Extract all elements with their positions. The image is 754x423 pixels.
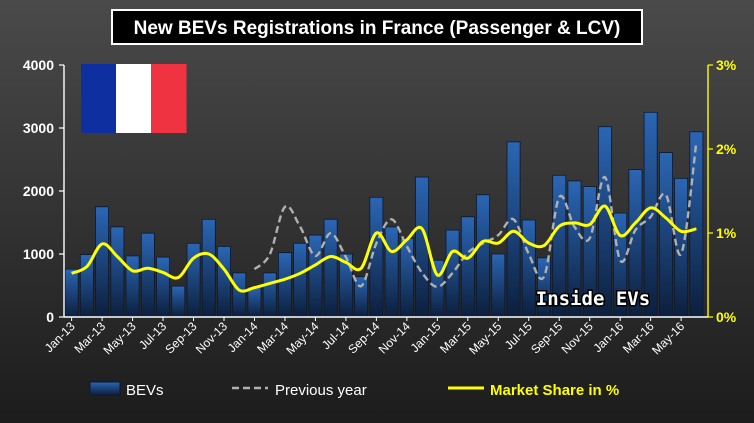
bar-Mar-15 bbox=[460, 216, 475, 318]
bar-May-14 bbox=[308, 234, 323, 318]
plot-area bbox=[64, 111, 704, 318]
previous-year-line bbox=[253, 141, 698, 289]
bar-May-13 bbox=[125, 255, 140, 318]
title-background bbox=[111, 9, 643, 45]
bar-Mar-14 bbox=[277, 252, 292, 318]
bar-Dec-14 bbox=[415, 176, 430, 318]
bar-Apr-16 bbox=[659, 152, 673, 318]
y2-tick-label: 2% bbox=[716, 141, 737, 157]
bar-Oct-13 bbox=[201, 218, 216, 318]
chart-title: New BEVs Registrations in France (Passen… bbox=[134, 18, 621, 39]
bar-Jun-13 bbox=[140, 232, 155, 318]
bar-Apr-14 bbox=[293, 242, 308, 318]
legend-swatch-bevs bbox=[89, 381, 121, 396]
bar-Jul-13 bbox=[156, 256, 171, 318]
france-flag bbox=[81, 64, 187, 133]
flag-stripe bbox=[151, 64, 187, 133]
flag-stripe bbox=[81, 64, 117, 133]
flag-stripe bbox=[116, 64, 152, 133]
bar-Feb-14 bbox=[262, 272, 277, 318]
bar-Jan-13 bbox=[64, 268, 79, 318]
y-axis-right: 0% 1% 2% 3% bbox=[707, 57, 737, 325]
bar-Apr-13 bbox=[110, 226, 125, 318]
y2-tick-label: 1% bbox=[716, 225, 737, 241]
y2-tick-label: 3% bbox=[716, 57, 737, 73]
bar-Oct-14 bbox=[384, 226, 399, 318]
bar-Apr-15 bbox=[476, 194, 491, 318]
bar-Aug-14 bbox=[354, 276, 369, 318]
y-axis-left: 0 1000 2000 3000 4000 bbox=[23, 57, 65, 325]
bar-Jan-14 bbox=[247, 286, 262, 318]
legend-label-bevs: BEVs bbox=[126, 382, 164, 399]
bar-Nov-14 bbox=[399, 237, 414, 318]
bar-Jul-15 bbox=[521, 219, 536, 318]
bar-Nov-13 bbox=[216, 245, 231, 318]
legend: BEVs Previous year Market Share in % bbox=[89, 381, 619, 399]
bar-Aug-13 bbox=[171, 285, 186, 318]
bar-Feb-13 bbox=[79, 254, 94, 318]
watermark: Inside EVs bbox=[536, 288, 650, 310]
bar-Mar-16 bbox=[643, 111, 658, 318]
bar-Dec-13 bbox=[232, 272, 247, 318]
bar-May-15 bbox=[491, 253, 506, 318]
y-tick-label: 1000 bbox=[23, 246, 54, 262]
y-tick-label: 2000 bbox=[23, 183, 54, 199]
y-tick-label: 4000 bbox=[23, 57, 54, 73]
y-tick-label: 3000 bbox=[23, 120, 54, 136]
y2-tick-label: 0% bbox=[716, 309, 737, 325]
market-share-line bbox=[71, 204, 697, 293]
bar-May-16 bbox=[674, 177, 689, 318]
legend-label-market-share: Market Share in % bbox=[490, 382, 619, 399]
bar-Mar-13 bbox=[95, 206, 110, 318]
title-box: New BEVs Registrations in France (Passen… bbox=[111, 9, 643, 45]
y-tick-label: 0 bbox=[46, 309, 54, 325]
legend-label-previous-year: Previous year bbox=[275, 382, 367, 399]
bar-Jun-16 bbox=[689, 131, 704, 318]
